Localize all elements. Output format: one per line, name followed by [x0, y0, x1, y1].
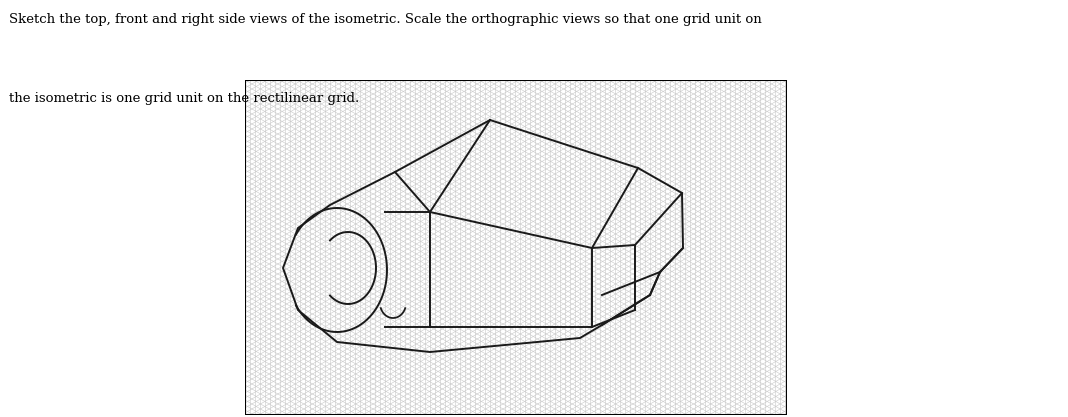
Text: Sketch the top, front and right side views of the isometric. Scale the orthograp: Sketch the top, front and right side vie… [9, 13, 761, 25]
Text: the isometric is one grid unit on the rectilinear grid.: the isometric is one grid unit on the re… [9, 92, 359, 105]
